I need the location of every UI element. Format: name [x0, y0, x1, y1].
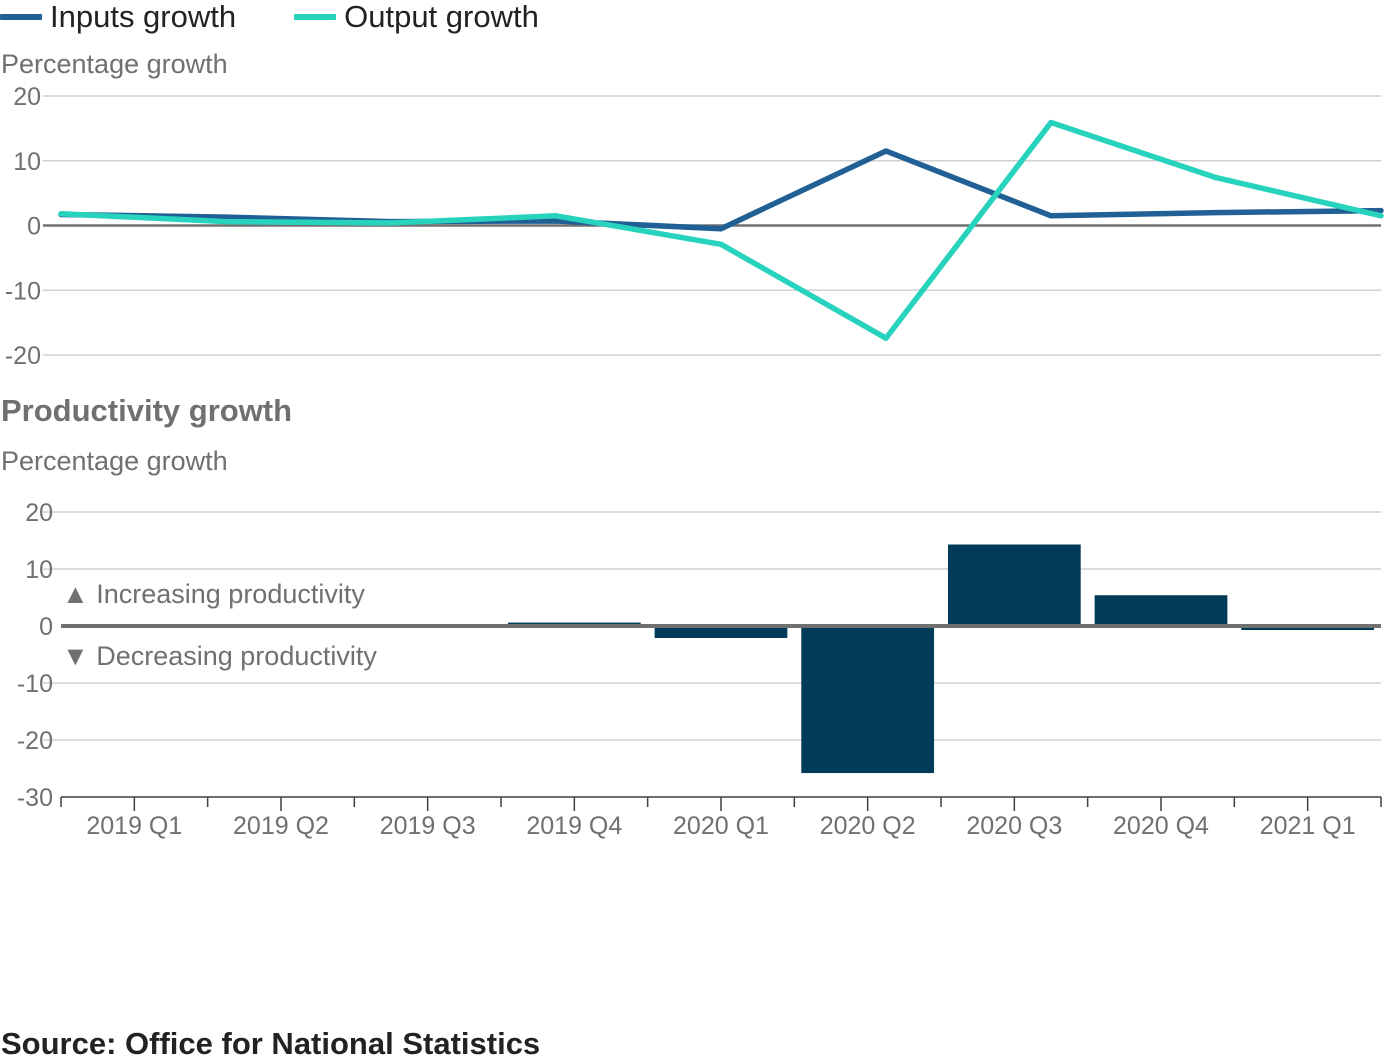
data-point-output-growth-2019-q4 — [553, 213, 559, 219]
legend-swatch-inputs — [0, 14, 42, 20]
data-point-output-growth-2019-q1 — [58, 211, 64, 217]
top-chart-y-ticks: 20 10 0 -10 -20 — [5, 83, 41, 370]
x-axis-label-2020-q2: 2020 Q2 — [820, 812, 916, 840]
bottom-y-axis-unit-label: Percentage growth — [1, 446, 228, 476]
legend-item-output: Output growth — [294, 0, 539, 35]
x-axis-label-2019-q3: 2019 Q3 — [380, 812, 476, 840]
data-point-inputs-growth-2019-q2 — [223, 214, 229, 220]
x-axis: 2019 Q1 2019 Q2 2019 Q3 2019 Q4 2020 Q1 2020 … — [60, 796, 1382, 840]
data-point-inputs-growth-2019-q4 — [553, 218, 559, 224]
x-axis-label-2019-q4: 2019 Q4 — [526, 812, 622, 840]
x-axis-label-2021-q1: 2021 Q1 — [1260, 812, 1356, 840]
bottom-chart-y-ticks: 20 10 0 -10 -20 -30 — [17, 499, 53, 812]
bottom-y-tick-label: -30 — [17, 784, 53, 812]
data-point-inputs-growth-2020-q4 — [1213, 210, 1219, 216]
bar-2020-q3 — [947, 544, 1081, 626]
legend-label-inputs: Inputs growth — [50, 0, 237, 34]
increasing-productivity-annotation: ▲ Increasing productivity — [62, 579, 365, 609]
bar-2020-q1 — [654, 626, 788, 638]
decreasing-productivity-annotation: ▼ Decreasing productivity — [62, 641, 377, 671]
top-y-tick-label: -10 — [5, 277, 41, 305]
data-point-output-growth-2020-q4 — [1213, 175, 1219, 181]
bottom-chart-bars — [67, 544, 1375, 774]
data-point-output-growth-2019-q2 — [223, 219, 229, 225]
bottom-y-tick-label: -10 — [17, 670, 53, 698]
x-axis-label-2020-q4: 2020 Q4 — [1113, 812, 1209, 840]
top-y-axis-unit-label: Percentage growth — [1, 49, 228, 79]
source-note: Source: Office for National Statistics — [1, 1026, 541, 1061]
data-point-inputs-growth-2020-q1 — [718, 226, 724, 232]
bottom-y-tick-label: 0 — [39, 613, 53, 641]
series-line-inputs-growth — [58, 148, 1384, 232]
top-y-tick-label: 0 — [27, 213, 41, 241]
productivity-section-title: Productivity growth — [1, 393, 293, 428]
top-chart-gridlines — [43, 95, 1381, 356]
data-point-inputs-growth-2020-q2 — [883, 148, 889, 154]
data-point-inputs-growth-2020-q3 — [1048, 213, 1054, 219]
top-chart-series — [58, 119, 1384, 341]
top-y-tick-label: 20 — [13, 83, 41, 111]
legend-swatch-output — [294, 14, 337, 20]
legend-item-inputs: Inputs growth — [0, 0, 236, 35]
data-point-output-growth-2021-q1 — [1378, 213, 1384, 219]
x-axis-label-2019-q2: 2019 Q2 — [233, 812, 329, 840]
data-point-output-growth-2019-q3 — [388, 220, 394, 226]
bottom-chart-gridlines — [43, 511, 1381, 741]
x-axis-label-2019-q1: 2019 Q1 — [86, 812, 182, 840]
bar-2020-q2 — [801, 626, 935, 774]
top-y-tick-label: 10 — [13, 148, 41, 176]
x-axis-label-2020-q1: 2020 Q1 — [673, 812, 769, 840]
x-axis-label-2020-q3: 2020 Q3 — [966, 812, 1062, 840]
bottom-y-tick-label: 20 — [25, 499, 53, 527]
data-point-output-growth-2020-q3 — [1048, 120, 1054, 126]
data-point-output-growth-2020-q2 — [883, 335, 889, 341]
data-point-inputs-growth-2021-q1 — [1378, 208, 1384, 214]
data-point-output-growth-2020-q1 — [718, 241, 724, 247]
bar-2020-q4 — [1094, 595, 1228, 626]
legend-label-output: Output growth — [344, 0, 539, 34]
bottom-y-tick-label: 10 — [25, 556, 53, 584]
bottom-y-tick-label: -20 — [17, 727, 53, 755]
top-y-tick-label: -20 — [5, 342, 41, 370]
chart-legend: Inputs growth Output growth — [0, 0, 539, 34]
